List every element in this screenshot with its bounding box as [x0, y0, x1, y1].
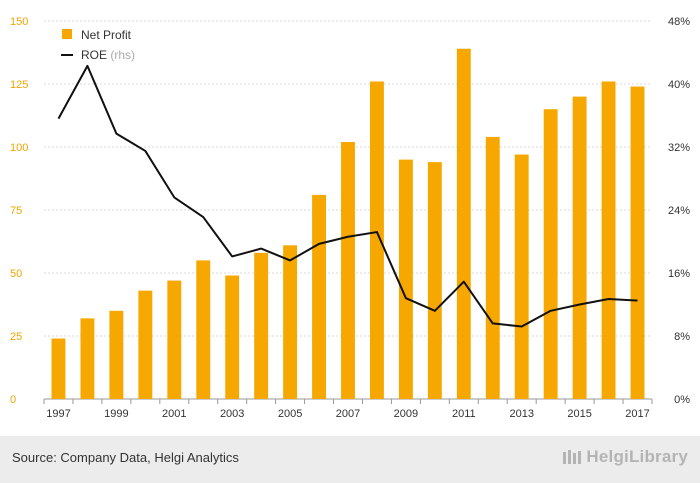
x-tick-label: 2005 [278, 408, 302, 420]
net-profit-bars [51, 48, 645, 400]
y-left-tick-label: 125 [10, 79, 28, 91]
x-tick-label: 2011 [452, 408, 476, 420]
x-tick-label: 2015 [567, 408, 591, 420]
y-right-tick-label: 0% [674, 394, 690, 406]
brand-logo: HelgiLibrary [562, 447, 688, 467]
bar-2002 [196, 260, 211, 399]
bar-2014 [543, 109, 558, 399]
bar-2003 [225, 275, 240, 399]
combo-chart: 1997 1999 2001 2003 2005 2007 2009 2011 2013 2015… [10, 16, 690, 420]
y-left-tick-label: 50 [10, 268, 22, 280]
y-axis-left: 0 25 50 75 100 125 150 [10, 16, 28, 406]
legend-roe-suffix: (rhs) [110, 48, 135, 62]
y-axis-right: 0% 8% 16% 24% 32% 40% 48% [668, 16, 690, 406]
x-tick-label: 2003 [220, 408, 244, 420]
y-left-tick-label: 0 [10, 394, 16, 406]
bar-2016 [601, 81, 616, 399]
bar-2007 [341, 141, 355, 399]
legend: Net Profit ROE (rhs) [61, 28, 135, 62]
bar-1998 [80, 318, 95, 399]
y-right-tick-label: 24% [668, 205, 690, 217]
y-right-tick-label: 8% [674, 331, 690, 343]
y-left-tick-label: 150 [10, 16, 28, 28]
bar-1999 [109, 310, 124, 399]
bar-2000 [138, 290, 153, 399]
x-tick-label: 2007 [336, 408, 360, 420]
legend-roe-name: ROE [81, 48, 107, 62]
bar-2001 [167, 280, 182, 399]
bar-2017 [630, 86, 645, 400]
x-tick-label: 1997 [46, 408, 70, 420]
legend-swatch-net-profit [62, 29, 72, 39]
roe-line [57, 64, 638, 328]
bar-2013 [514, 154, 529, 399]
source-text: Source: Company Data, Helgi Analytics [12, 450, 239, 465]
brand-text: HelgiLibrary [586, 447, 688, 466]
bar-2009 [398, 159, 413, 399]
x-tick-label: 2009 [394, 408, 418, 420]
footer: Source: Company Data, Helgi Analytics He… [0, 436, 700, 483]
bar-2004 [254, 252, 269, 399]
library-icon [563, 450, 582, 464]
x-tick-label: 2013 [509, 408, 533, 420]
bar-2008 [370, 81, 384, 399]
x-tick-label: 1999 [104, 408, 128, 420]
y-right-tick-label: 48% [668, 16, 690, 28]
bar-1997 [51, 338, 66, 399]
bar-2006 [312, 194, 326, 399]
bar-2012 [485, 136, 500, 400]
bar-2010 [427, 162, 442, 399]
y-right-tick-label: 40% [668, 79, 690, 91]
bar-2005 [283, 245, 298, 399]
x-tick-label: 2001 [162, 408, 186, 420]
y-left-tick-label: 25 [10, 331, 22, 343]
legend-label-net-profit: Net Profit [81, 28, 132, 42]
bar-2015 [572, 96, 587, 399]
y-right-tick-label: 16% [668, 268, 690, 280]
x-axis: 1997 1999 2001 2003 2005 2007 2009 2011 2013 2015… [43, 399, 653, 420]
legend-label-roe: ROE (rhs) [81, 48, 135, 62]
roe-series-line [57, 64, 638, 328]
y-left-tick-label: 75 [10, 205, 22, 217]
bar-2011 [456, 48, 471, 399]
x-tick-label: 2017 [625, 408, 649, 420]
y-right-tick-label: 32% [668, 142, 690, 154]
y-left-tick-label: 100 [10, 142, 28, 154]
